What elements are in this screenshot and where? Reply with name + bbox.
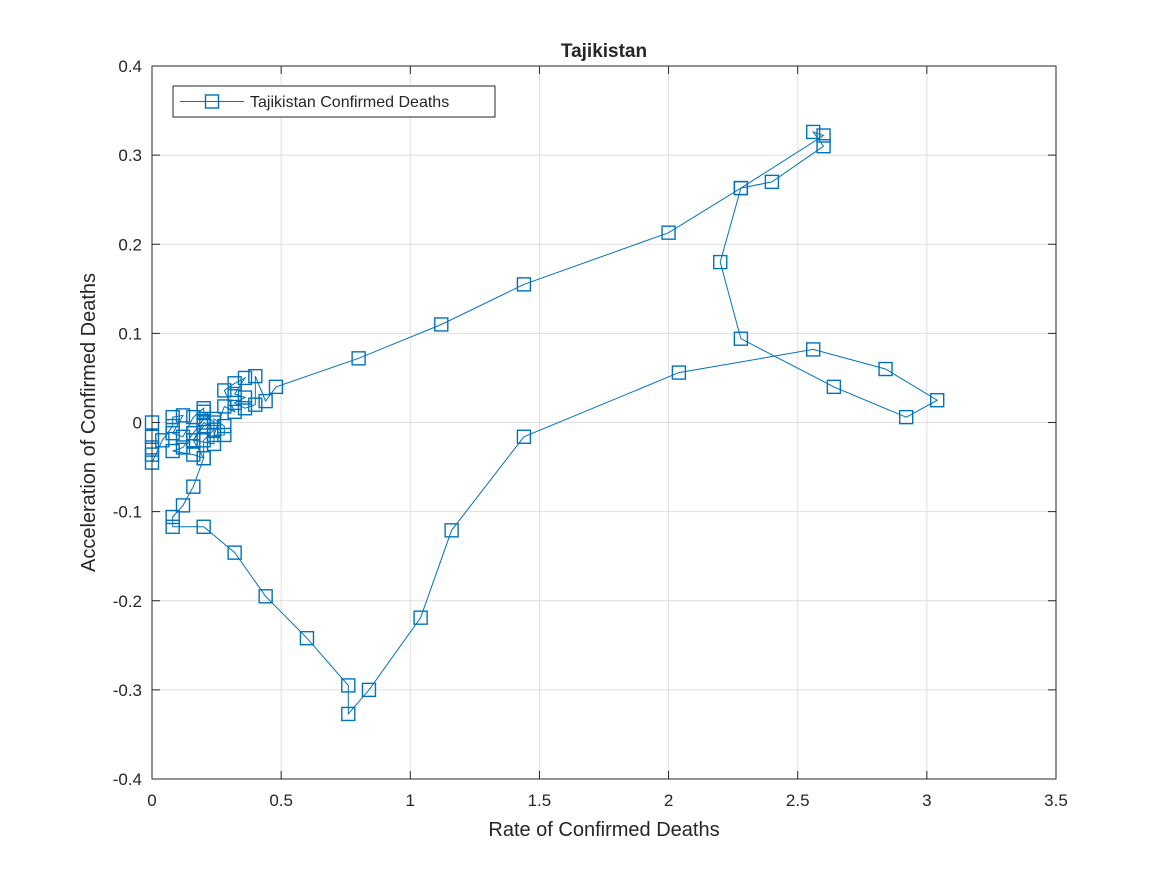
data-point-marker xyxy=(227,386,242,402)
data-point-marker xyxy=(351,351,366,366)
data-point-marker xyxy=(165,443,180,459)
data-point-marker xyxy=(929,393,945,408)
data-point-marker xyxy=(341,678,356,693)
data-point-marker xyxy=(217,399,232,414)
x-axis-title: Rate of Confirmed Deaths xyxy=(488,819,719,841)
legend: Tajikistan Confirmed Deaths xyxy=(172,85,496,118)
x-tick-label: 3 xyxy=(922,791,931,810)
data-point-marker xyxy=(186,409,201,425)
data-point-marker xyxy=(826,379,842,395)
data-point-marker xyxy=(237,401,253,416)
y-tick-label: 0.4 xyxy=(118,57,142,76)
data-point-marker xyxy=(186,447,201,462)
ticks: 0 0.5 1 1.5 2 2.5 3 3.5 -0.4 -0.3 -0.2 -0.1 0 0.1 0.2 0… xyxy=(113,57,1068,810)
data-point-marker xyxy=(516,429,532,444)
data-point-marker xyxy=(175,498,191,513)
data-point-marker xyxy=(165,425,180,441)
data-point-marker xyxy=(713,254,728,270)
data-point-marker xyxy=(217,427,232,443)
data-point-marker xyxy=(806,342,821,357)
data-point-marker xyxy=(816,128,831,143)
data-point-marker xyxy=(175,408,191,423)
chart-title: Tajikistan xyxy=(561,41,647,62)
y-tick-label: -0.1 xyxy=(113,503,142,522)
data-point-marker xyxy=(898,409,914,425)
y-tick-label: -0.3 xyxy=(113,681,142,700)
data-point-marker xyxy=(237,370,253,386)
data-point-marker xyxy=(268,379,284,395)
plot-area: 0 0.5 1 1.5 2 2.5 3 3.5 -0.4 -0.3 -0.2 -0.1 0 0.1 0.2 0… xyxy=(113,57,1068,810)
data-point-marker xyxy=(217,418,232,434)
x-tick-label: 2.5 xyxy=(786,791,810,810)
data-point-marker xyxy=(196,433,211,448)
x-tick-label: 3.5 xyxy=(1044,791,1068,810)
x-tick-label: 0.5 xyxy=(269,791,293,810)
data-point-marker xyxy=(434,317,449,332)
data-point-marker xyxy=(258,393,273,409)
data-point-marker xyxy=(258,589,273,604)
data-point-marker xyxy=(361,682,377,698)
data-point-marker xyxy=(299,630,315,646)
data-point-marker xyxy=(733,180,749,196)
data-point-marker xyxy=(196,519,211,534)
x-tick-label: 1 xyxy=(406,791,415,810)
data-point-marker xyxy=(227,404,242,420)
data-point-marker xyxy=(206,415,222,430)
data-point-marker xyxy=(165,519,180,534)
y-tick-label: 0 xyxy=(133,414,142,433)
data-point-marker xyxy=(516,277,532,292)
data-point-marker xyxy=(196,404,211,420)
x-tick-label: 0 xyxy=(147,791,156,810)
y-tick-label: 0.2 xyxy=(118,235,142,254)
x-tick-label: 2 xyxy=(664,791,673,810)
x-tick-label: 1.5 xyxy=(528,791,552,810)
data-point-marker xyxy=(413,610,428,625)
data-point-marker xyxy=(733,331,749,346)
y-tick-label: -0.4 xyxy=(113,770,142,789)
y-tick-label: -0.2 xyxy=(113,592,142,611)
data-point-marker xyxy=(248,368,263,384)
data-point-marker xyxy=(764,174,780,190)
data-point-marker xyxy=(165,509,180,525)
y-tick-label: 0.1 xyxy=(118,324,142,343)
legend-label: Tajikistan Confirmed Deaths xyxy=(250,94,449,111)
data-point-marker xyxy=(878,361,893,377)
data-point-marker xyxy=(227,545,242,560)
data-point-marker xyxy=(341,706,356,722)
data-point-marker xyxy=(196,418,211,434)
data-point-marker xyxy=(227,376,242,391)
data-point-marker xyxy=(444,523,459,538)
y-axis-title: Acceleration of Confirmed Deaths xyxy=(78,273,100,572)
data-point-marker xyxy=(661,225,676,240)
data-point-marker xyxy=(186,479,201,494)
legend-marker-square xyxy=(204,94,220,109)
series-layer xyxy=(144,124,945,722)
data-point-marker xyxy=(196,450,211,466)
y-tick-label: 0.3 xyxy=(118,146,142,165)
data-point-marker xyxy=(186,433,201,448)
data-point-marker xyxy=(671,365,687,380)
data-point-marker xyxy=(816,139,831,154)
data-point-marker xyxy=(206,436,222,452)
data-point-marker xyxy=(165,409,180,425)
series-line xyxy=(151,131,939,716)
data-point-marker xyxy=(806,124,821,140)
data-point-marker xyxy=(248,397,263,412)
data-point-marker xyxy=(175,429,191,444)
data-point-marker xyxy=(227,395,242,411)
